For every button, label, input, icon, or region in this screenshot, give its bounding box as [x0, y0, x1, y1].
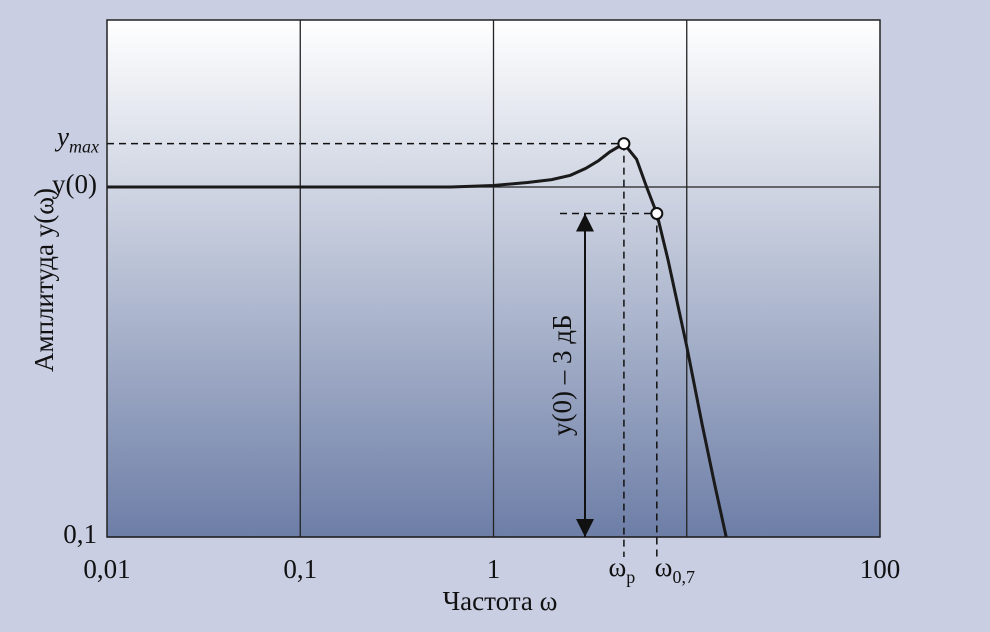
- cutoff-point: [650, 206, 664, 220]
- x-axis-title: Частота ω: [443, 586, 558, 616]
- peak-point: [617, 137, 631, 151]
- y-tick-label: y(0): [52, 169, 97, 199]
- x-peak-label: ωp: [609, 552, 636, 587]
- y-peak-label: ymax: [54, 122, 99, 157]
- cutoff-note: y(0) – 3 дБ: [547, 315, 577, 436]
- x-cutoff-label-sub: 0,7: [672, 567, 695, 587]
- y-peak-label-sub: max: [69, 137, 99, 157]
- x-tick-label: 100: [860, 554, 901, 584]
- x-peak-label-main: ω: [609, 552, 627, 582]
- x-tick-label: 1: [487, 554, 501, 584]
- y-axis-title: Амплитуда y(ω): [29, 188, 59, 372]
- x-tick-label: 0,01: [83, 554, 130, 584]
- y-peak-label-main: y: [54, 122, 69, 152]
- response-curve: [107, 141, 728, 538]
- y-tick-label: 0,1: [63, 519, 97, 549]
- plot-frame: [106, 19, 881, 538]
- x-cutoff-label-main: ω: [655, 552, 673, 582]
- x-cutoff-label: ω0,7: [655, 552, 695, 587]
- x-peak-label-sub: p: [626, 567, 635, 587]
- x-tick-label: 0,1: [283, 554, 317, 584]
